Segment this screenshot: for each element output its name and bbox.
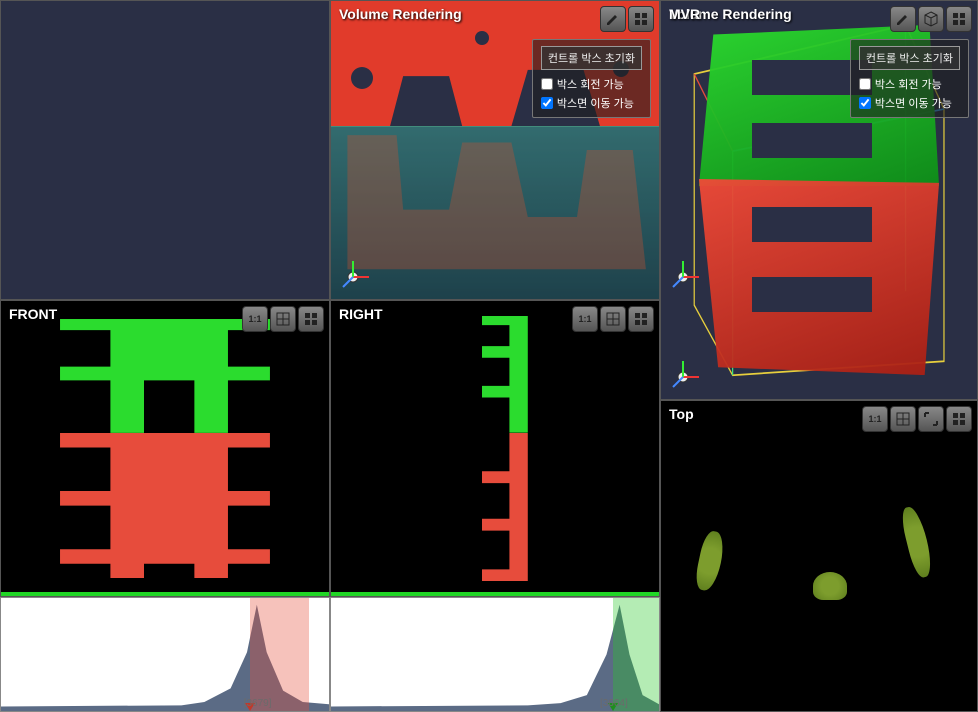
panel-top: Top 1:1 bbox=[660, 400, 978, 712]
box-move-label: 박스면 이동 가능 bbox=[875, 95, 952, 111]
one-to-one-icon[interactable]: 1:1 bbox=[862, 406, 888, 432]
front-view[interactable] bbox=[60, 319, 270, 579]
one-to-one-icon[interactable]: 1:1 bbox=[242, 306, 268, 332]
windows-icon[interactable] bbox=[628, 6, 654, 32]
histogram-value-label: [3679] bbox=[244, 698, 272, 709]
top-view[interactable] bbox=[661, 401, 977, 711]
cube-icon[interactable] bbox=[918, 6, 944, 32]
axis-widget[interactable] bbox=[339, 255, 375, 291]
panel-title: RIGHT bbox=[339, 306, 383, 322]
box-rotate-checkbox[interactable] bbox=[541, 78, 553, 90]
right-view[interactable] bbox=[482, 316, 528, 582]
axis-widget[interactable] bbox=[669, 255, 705, 291]
windows-icon[interactable] bbox=[946, 406, 972, 432]
panel-title: Volume Rendering bbox=[339, 6, 462, 22]
grid-icon[interactable] bbox=[890, 406, 916, 432]
box-rotate-label: 박스 회전 가능 bbox=[557, 76, 624, 92]
panel-title: MVR bbox=[669, 6, 700, 22]
histogram-left[interactable]: [3679] bbox=[0, 597, 330, 712]
histogram-value-label: [3664] bbox=[600, 698, 628, 709]
grid-icon[interactable] bbox=[600, 306, 626, 332]
control-box: 컨트롤 박스 초기화 박스 회전 가능 박스면 이동 가능 bbox=[850, 39, 969, 118]
panel-volume-1: Volume Rendering 컨트롤 박스 초기화 박스 회전 가능 박스면… bbox=[330, 0, 660, 300]
panel-toolbar bbox=[600, 6, 654, 32]
windows-icon[interactable] bbox=[628, 306, 654, 332]
box-rotate-checkbox[interactable] bbox=[859, 78, 871, 90]
box-rotate-label: 박스 회전 가능 bbox=[875, 76, 942, 92]
windows-icon[interactable] bbox=[298, 306, 324, 332]
reset-control-box-button[interactable]: 컨트롤 박스 초기화 bbox=[859, 46, 960, 70]
threshold-overlay[interactable] bbox=[250, 598, 309, 711]
panel-right: RIGHT 1:1 bbox=[330, 300, 660, 597]
brush-icon[interactable] bbox=[600, 6, 626, 32]
panel-toolbar bbox=[890, 6, 972, 32]
one-to-one-icon[interactable]: 1:1 bbox=[572, 306, 598, 332]
box-move-checkbox[interactable] bbox=[859, 97, 871, 109]
windows-icon[interactable] bbox=[946, 6, 972, 32]
control-box: 컨트롤 박스 초기화 박스 회전 가능 박스면 이동 가능 bbox=[532, 39, 651, 118]
box-move-label: 박스면 이동 가능 bbox=[557, 95, 634, 111]
panel-toolbar: 1:1 bbox=[862, 406, 972, 432]
checkbox-box-move[interactable]: 박스면 이동 가능 bbox=[859, 95, 960, 111]
panel-mvr-upper bbox=[0, 0, 330, 300]
box-move-checkbox[interactable] bbox=[541, 97, 553, 109]
baseline bbox=[1, 592, 329, 596]
panel-title: Top bbox=[669, 406, 694, 422]
threshold-overlay[interactable] bbox=[613, 598, 659, 711]
panel-toolbar: 1:1 bbox=[572, 306, 654, 332]
expand-icon[interactable] bbox=[918, 406, 944, 432]
panel-toolbar: 1:1 bbox=[242, 306, 324, 332]
panel-front: FRONT 1:1 bbox=[0, 300, 330, 597]
checkbox-box-move[interactable]: 박스면 이동 가능 bbox=[541, 95, 642, 111]
baseline bbox=[331, 592, 659, 596]
checkbox-box-rotate[interactable]: 박스 회전 가능 bbox=[541, 76, 642, 92]
checkbox-box-rotate[interactable]: 박스 회전 가능 bbox=[859, 76, 960, 92]
grid-icon[interactable] bbox=[270, 306, 296, 332]
axis-widget[interactable] bbox=[669, 355, 705, 391]
reset-control-box-button[interactable]: 컨트롤 박스 초기화 bbox=[541, 46, 642, 70]
brush-icon[interactable] bbox=[890, 6, 916, 32]
histogram-right[interactable]: [3664] bbox=[330, 597, 660, 712]
panel-title: FRONT bbox=[9, 306, 57, 322]
